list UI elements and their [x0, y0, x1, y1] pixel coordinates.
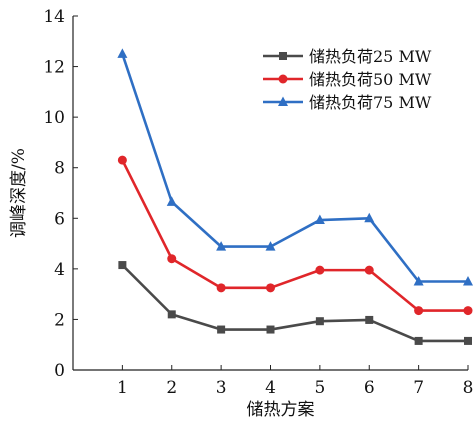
y-tick-label: 8 [54, 159, 65, 179]
y-tick-label: 14 [43, 7, 65, 27]
data-point-square [365, 315, 374, 324]
data-point-circle [167, 254, 177, 264]
chart-series [117, 48, 473, 345]
series-square [118, 261, 472, 345]
y-tick-label: 2 [54, 310, 65, 330]
legend-entry: 储热负荷75 MW [263, 93, 432, 112]
series-line [121, 159, 468, 312]
data-point-square [118, 261, 127, 270]
data-point-square [266, 325, 275, 334]
data-point-triangle [216, 241, 227, 251]
series-line [121, 53, 468, 283]
data-point-circle [315, 265, 325, 275]
data-point-square [217, 325, 226, 334]
legend-label: 储热负荷75 MW [309, 93, 432, 112]
series-circle [117, 155, 473, 316]
series-triangle [117, 48, 473, 286]
y-tick-label: 6 [54, 209, 65, 229]
data-point-circle [278, 74, 288, 84]
x-tick-label: 6 [364, 378, 375, 398]
data-point-circle [414, 306, 424, 316]
legend-entry: 储热负荷25 MW [263, 47, 432, 66]
legend-label: 储热负荷25 MW [309, 47, 432, 66]
y-tick-label: 0 [54, 361, 65, 381]
data-point-triangle [314, 214, 325, 225]
data-point-circle [117, 155, 127, 165]
y-tick-label: 12 [43, 58, 65, 78]
data-point-circle [364, 265, 374, 275]
data-point-triangle [364, 212, 375, 223]
series-line [121, 264, 468, 343]
x-tick-label: 5 [314, 378, 325, 398]
data-point-triangle [463, 276, 473, 286]
y-tick-label: 4 [54, 260, 65, 280]
data-point-triangle [117, 48, 128, 58]
data-point-square [414, 336, 423, 345]
x-axis-label: 储热方案 [247, 400, 315, 420]
chart-legend: 储热负荷25 MW 储热负荷50 MW 储热负荷75 MW [263, 47, 432, 112]
y-axis-label: 调峰深度/% [9, 148, 29, 238]
data-point-circle [463, 306, 473, 316]
x-tick-label: 2 [166, 378, 177, 398]
x-tick-label: 3 [216, 378, 227, 398]
x-tick-label: 4 [265, 378, 276, 398]
data-point-square [167, 310, 176, 319]
data-point-circle [216, 283, 226, 293]
legend-label: 储热负荷50 MW [309, 70, 432, 89]
data-point-circle [266, 283, 275, 293]
data-point-triangle [265, 241, 276, 251]
data-point-triangle [278, 96, 288, 106]
data-point-triangle [166, 196, 177, 206]
y-tick-label: 10 [43, 108, 65, 128]
x-tick-label: 7 [413, 378, 424, 398]
legend-entry: 储热负荷50 MW [263, 70, 432, 89]
data-point-square [464, 336, 472, 345]
data-point-triangle [413, 276, 424, 286]
x-tick-label: 8 [463, 378, 474, 398]
x-tick-label: 1 [117, 378, 128, 398]
data-point-square [279, 52, 287, 60]
data-point-square [315, 317, 324, 326]
